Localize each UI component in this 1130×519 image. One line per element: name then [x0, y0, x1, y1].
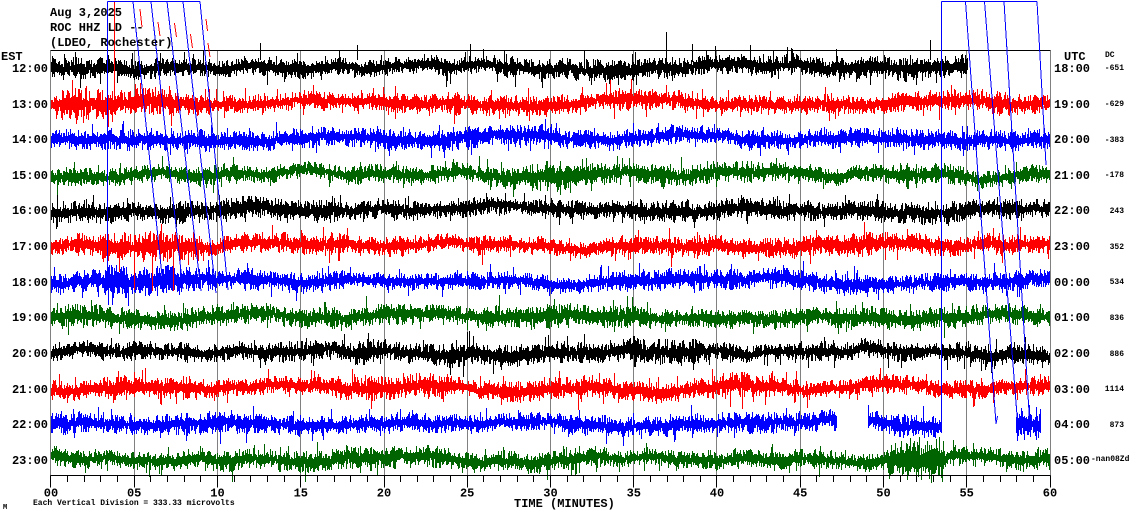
svg-text:ROC HHZ LD --: ROC HHZ LD --: [50, 21, 144, 35]
svg-text:20:00: 20:00: [12, 347, 48, 361]
svg-text:22:00: 22:00: [1054, 204, 1090, 218]
svg-text:22:00: 22:00: [12, 418, 48, 432]
svg-text:35: 35: [627, 487, 641, 501]
svg-text:18:00: 18:00: [1054, 62, 1090, 76]
svg-text:(LDEO, Rochester): (LDEO, Rochester): [50, 36, 172, 50]
svg-text:25: 25: [460, 487, 474, 501]
svg-text:19:00: 19:00: [1054, 98, 1090, 112]
svg-text:-nan08Zd: -nan08Zd: [1091, 455, 1130, 464]
svg-text:23:00: 23:00: [1054, 240, 1090, 254]
svg-text:20:00: 20:00: [1054, 133, 1090, 147]
svg-text:Each Vertical Division = 333.: Each Vertical Division = 333.33 microvol…: [33, 499, 235, 508]
svg-text:-178: -178: [1105, 171, 1124, 180]
svg-text:10: 10: [210, 487, 224, 501]
svg-text:15:00: 15:00: [12, 169, 48, 183]
svg-text:18:00: 18:00: [12, 276, 48, 290]
svg-text:30: 30: [543, 487, 557, 501]
svg-text:50: 50: [876, 487, 890, 501]
svg-text:243: 243: [1110, 207, 1125, 216]
svg-text:M: M: [3, 504, 7, 512]
svg-text:-629: -629: [1105, 100, 1124, 109]
svg-text:15: 15: [294, 487, 308, 501]
svg-text:00: 00: [44, 487, 58, 501]
svg-text:12:00: 12:00: [12, 62, 48, 76]
svg-text:02:00: 02:00: [1054, 347, 1090, 361]
svg-text:886: 886: [1110, 350, 1125, 359]
svg-text:873: 873: [1110, 421, 1125, 430]
svg-text:DC: DC: [1105, 51, 1115, 60]
svg-text:03:00: 03:00: [1054, 383, 1090, 397]
svg-text:19:00: 19:00: [12, 311, 48, 325]
svg-text:40: 40: [710, 487, 724, 501]
svg-text:UTC: UTC: [1064, 50, 1086, 64]
svg-text:Aug 3,2025: Aug 3,2025: [50, 6, 122, 20]
svg-text:04:00: 04:00: [1054, 418, 1090, 432]
svg-text:-651: -651: [1105, 64, 1124, 73]
svg-text:TIME (MINUTES): TIME (MINUTES): [514, 497, 615, 511]
svg-text:17:00: 17:00: [12, 240, 48, 254]
svg-text:23:00: 23:00: [12, 454, 48, 468]
svg-text:05: 05: [127, 487, 141, 501]
svg-text:20: 20: [377, 487, 391, 501]
svg-text:1114: 1114: [1105, 385, 1124, 394]
svg-text:13:00: 13:00: [12, 98, 48, 112]
svg-text:352: 352: [1110, 243, 1125, 252]
svg-text:836: 836: [1110, 314, 1125, 323]
svg-text:534: 534: [1110, 278, 1125, 287]
svg-text:16:00: 16:00: [12, 204, 48, 218]
svg-text:21:00: 21:00: [1054, 169, 1090, 183]
svg-text:14:00: 14:00: [12, 133, 48, 147]
svg-text:00:00: 00:00: [1054, 276, 1090, 290]
svg-text:21:00: 21:00: [12, 383, 48, 397]
svg-text:55: 55: [959, 487, 973, 501]
svg-text:-383: -383: [1105, 136, 1124, 145]
svg-text:EST: EST: [1, 50, 23, 64]
svg-text:60: 60: [1043, 487, 1057, 501]
svg-text:05:00: 05:00: [1054, 454, 1090, 468]
svg-text:45: 45: [793, 487, 807, 501]
svg-text:01:00: 01:00: [1054, 311, 1090, 325]
